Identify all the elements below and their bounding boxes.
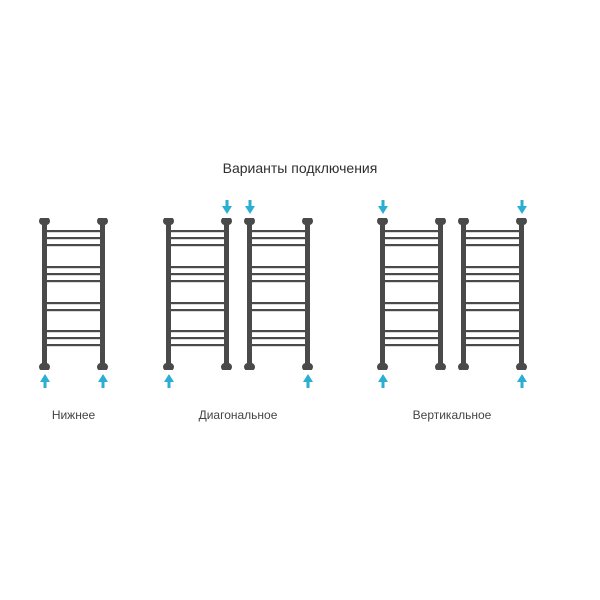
radiator-set — [160, 200, 316, 388]
flow-arrow-icon — [40, 374, 50, 388]
flow-arrow-icon — [245, 200, 255, 214]
connection-group: Вертикальное — [374, 200, 530, 422]
radiator-set — [36, 200, 111, 388]
connection-group: Диагональное — [160, 200, 316, 422]
radiator — [160, 200, 235, 388]
flow-arrow-icon — [164, 374, 174, 388]
radiator — [455, 200, 530, 388]
radiator — [241, 200, 316, 388]
flow-arrow-icon — [517, 200, 527, 214]
flow-arrow-icon — [378, 374, 388, 388]
flow-arrow-icon — [517, 374, 527, 388]
flow-arrow-icon — [98, 374, 108, 388]
flow-arrow-icon — [378, 200, 388, 214]
radiator — [374, 200, 449, 388]
radiator — [36, 200, 111, 388]
connection-label: Нижнее — [52, 408, 95, 422]
flow-arrow-icon — [303, 374, 313, 388]
radiator-set — [374, 200, 530, 388]
connection-label: Вертикальное — [413, 408, 492, 422]
connection-group: Нижнее — [36, 200, 111, 422]
flow-arrow-icon — [222, 200, 232, 214]
diagram-title: Варианты подключения — [0, 160, 600, 176]
connection-label: Диагональное — [199, 408, 278, 422]
